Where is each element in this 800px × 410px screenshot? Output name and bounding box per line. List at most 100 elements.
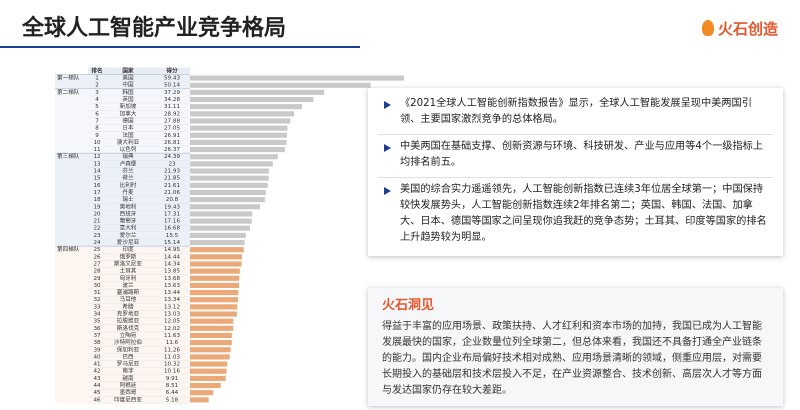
tier-label: 第四梯队 xyxy=(57,245,80,253)
rank: 8 xyxy=(95,126,99,132)
rank: 31 xyxy=(93,290,101,296)
rank: 9 xyxy=(95,133,99,139)
bullet: 中美两国在基础支撑、创新资源与环境、科技研发、产业与应用等4个一级指标上均排名前… xyxy=(378,135,773,178)
score-bar xyxy=(190,261,242,267)
column-header: 排名 xyxy=(91,67,102,75)
rank: 30 xyxy=(93,283,101,289)
score: 27.05 xyxy=(164,126,180,132)
rank: 25 xyxy=(93,247,101,253)
score: 11.6 xyxy=(166,340,179,346)
score-bar xyxy=(190,218,252,224)
bullet-card: 《2021全球人工智能创新指数报告》显示，全球人工智能发展呈现中美两国引领、主要… xyxy=(368,88,783,256)
country: 越南 xyxy=(122,374,134,382)
score-bar xyxy=(190,204,260,210)
rank: 15 xyxy=(93,176,101,182)
score-bar xyxy=(190,104,302,110)
country: 新加坡 xyxy=(120,102,137,110)
rank: 42 xyxy=(93,369,100,375)
rank: 17 xyxy=(93,190,101,196)
score: 21.61 xyxy=(164,183,180,189)
rank: 11 xyxy=(93,147,101,153)
score: 11.26 xyxy=(164,347,180,353)
country: 保加利亚 xyxy=(117,345,140,353)
score: 10.32 xyxy=(164,362,180,368)
country: 德国 xyxy=(122,116,134,124)
country: 斯洛伐克 xyxy=(117,324,140,332)
score-bar xyxy=(190,197,265,203)
score-bar xyxy=(190,340,232,346)
logo: 火石创造 xyxy=(702,18,778,39)
country: 墨西哥 xyxy=(120,389,137,396)
score: 14.95 xyxy=(164,247,180,253)
score: 13.12 xyxy=(164,304,180,310)
country: 中国 xyxy=(122,81,134,89)
score: 8.51 xyxy=(166,383,179,389)
country: 葡萄牙 xyxy=(120,217,137,225)
score: 17.16 xyxy=(164,219,180,225)
score: 14.44 xyxy=(164,254,180,260)
score: 17.31 xyxy=(164,211,180,217)
score-bar xyxy=(190,332,232,339)
rank: 16 xyxy=(93,183,101,189)
score: 28.92 xyxy=(164,111,180,117)
score-bar xyxy=(190,147,285,153)
score: 21.85 xyxy=(164,176,180,182)
country: 意大利 xyxy=(120,224,137,232)
country: 奥地利 xyxy=(120,202,137,210)
score-bar xyxy=(190,118,291,124)
rank: 23 xyxy=(93,233,101,239)
score: 9.91 xyxy=(166,376,179,382)
country: 罗马尼亚 xyxy=(117,360,140,368)
score-bar xyxy=(190,382,221,389)
country: 日本 xyxy=(122,124,134,132)
score: 50.14 xyxy=(164,83,180,89)
rank: 43 xyxy=(93,376,101,382)
score: 26.81 xyxy=(164,140,180,146)
score: 59.43 xyxy=(164,76,180,82)
rank: 5 xyxy=(95,104,99,110)
score: 21.06 xyxy=(164,190,180,196)
score-bar xyxy=(190,232,246,238)
tier-label: 第三梯队 xyxy=(57,152,80,160)
score-bar xyxy=(190,239,245,246)
country: 丹麦 xyxy=(122,188,134,196)
score: 14.34 xyxy=(164,261,180,267)
bullet: 美国的综合实力遥遥领先，人工智能创新指数已连续3年位居全球第一；中国保持较快发展… xyxy=(378,178,773,252)
score: 13.63 xyxy=(164,283,180,289)
score-bar xyxy=(190,390,214,396)
score-bar xyxy=(190,282,240,288)
score: 13.68 xyxy=(164,276,180,282)
country: 巴西 xyxy=(122,353,134,360)
column-header: 得分 xyxy=(165,67,178,75)
country: 加拿大 xyxy=(120,109,137,117)
rank: 27 xyxy=(93,261,101,267)
country: 英国 xyxy=(122,95,134,103)
score-bar xyxy=(190,125,288,131)
score: 16.68 xyxy=(164,226,180,232)
score-bar xyxy=(190,154,278,160)
score-bar xyxy=(190,347,231,353)
rank: 38 xyxy=(93,340,101,346)
country: 澳大利亚 xyxy=(117,138,140,146)
rank: 45 xyxy=(93,390,101,396)
rank: 2 xyxy=(95,83,99,89)
score-bar xyxy=(190,168,269,174)
score: 6.44 xyxy=(166,390,179,396)
score: 26.37 xyxy=(164,147,180,153)
score: 31.11 xyxy=(164,104,180,110)
country: 印度 xyxy=(122,245,134,253)
country: 立陶宛 xyxy=(120,331,137,339)
rank: 24 xyxy=(93,240,101,246)
tier-bg xyxy=(55,153,190,247)
country: 荷兰 xyxy=(122,174,134,182)
score: 13.03 xyxy=(164,312,180,318)
rank: 4 xyxy=(95,97,99,103)
score: 11.03 xyxy=(164,354,180,360)
score: 24.39 xyxy=(164,154,180,160)
rank: 29 xyxy=(93,276,101,282)
score-bar xyxy=(190,361,228,367)
rank: 46 xyxy=(93,397,101,403)
insight-title: 火石洞见 xyxy=(382,298,435,313)
country: 印度尼西亚 xyxy=(114,395,142,403)
country: 芬兰 xyxy=(122,167,134,175)
